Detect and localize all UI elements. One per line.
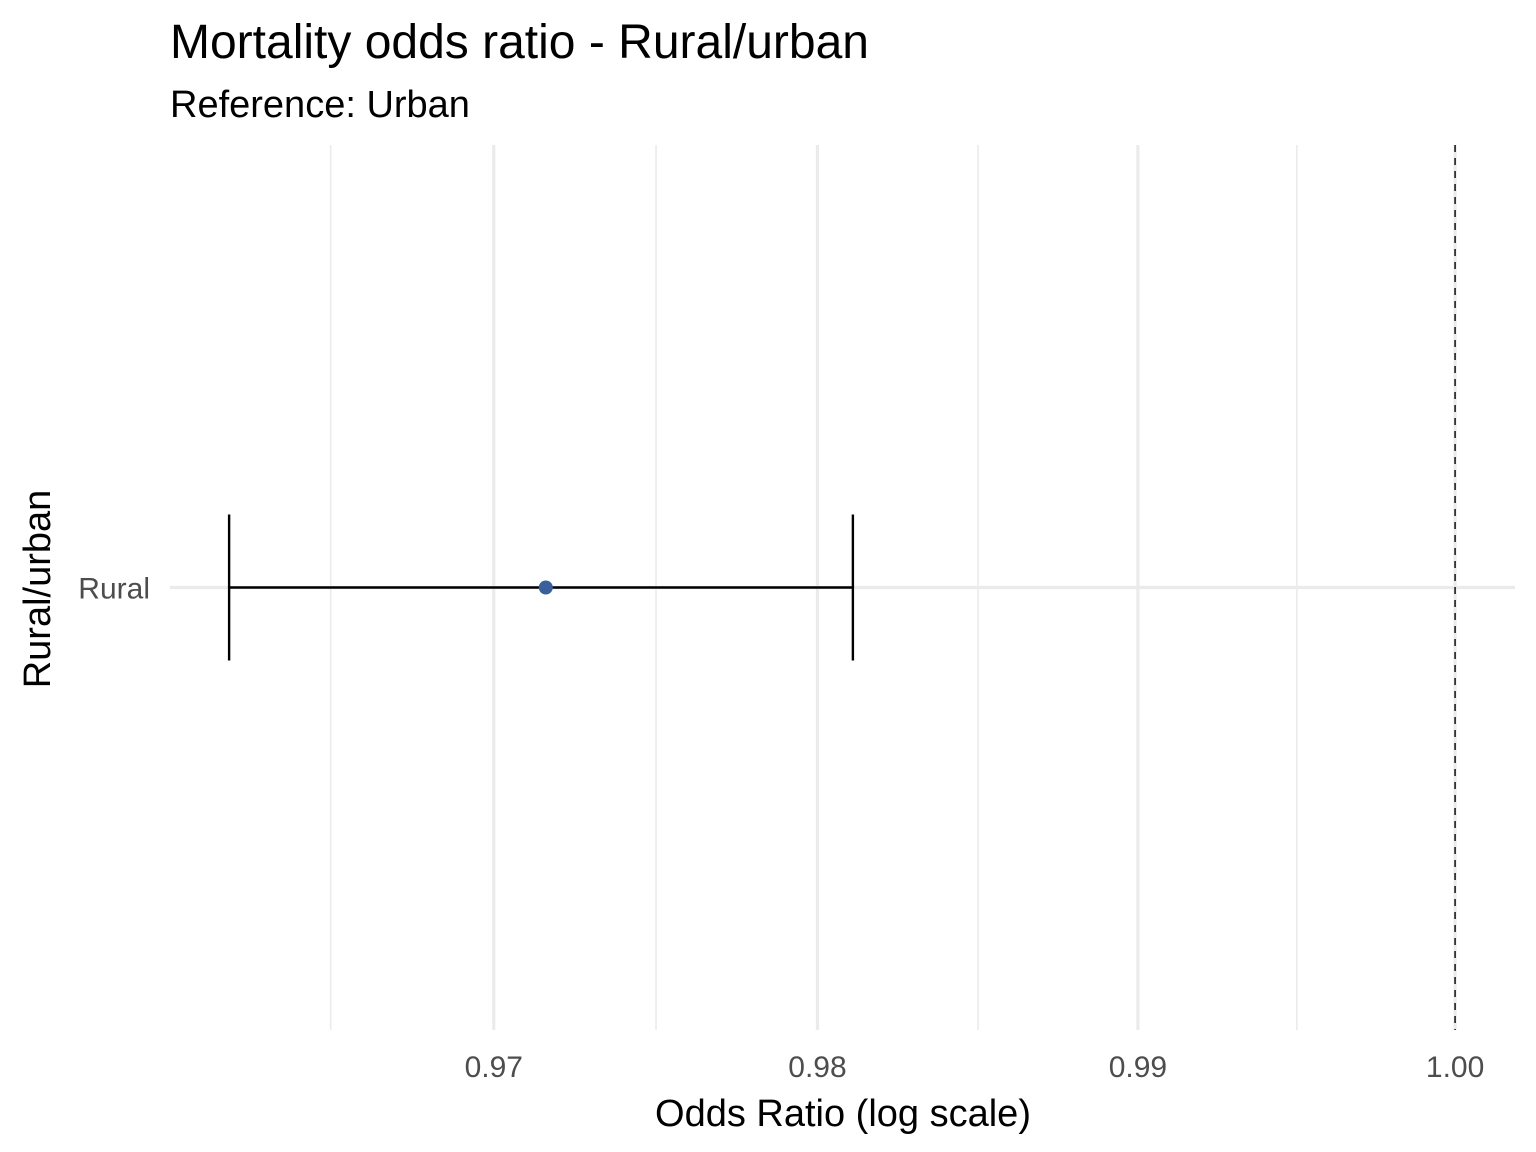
chart-title: Mortality odds ratio - Rural/urban [170, 16, 869, 69]
x-tick-label: 1.00 [1426, 1051, 1484, 1084]
data-marks [227, 514, 855, 661]
y-axis-ticks: Rural [78, 573, 150, 606]
estimate-point [538, 580, 553, 595]
plot-panel [170, 145, 1515, 1030]
y-tick-label: Rural [78, 573, 150, 606]
x-tick-label: 0.98 [788, 1051, 846, 1084]
y-axis-title: Rural/urban [17, 490, 59, 689]
x-axis-title: Odds Ratio (log scale) [655, 1093, 1031, 1135]
x-tick-label: 0.97 [465, 1051, 523, 1084]
x-axis-ticks: 0.97 0.98 0.99 1.00 [465, 1051, 1485, 1084]
x-tick-label: 0.99 [1109, 1051, 1167, 1084]
chart-subtitle: Reference: Urban [170, 84, 470, 126]
